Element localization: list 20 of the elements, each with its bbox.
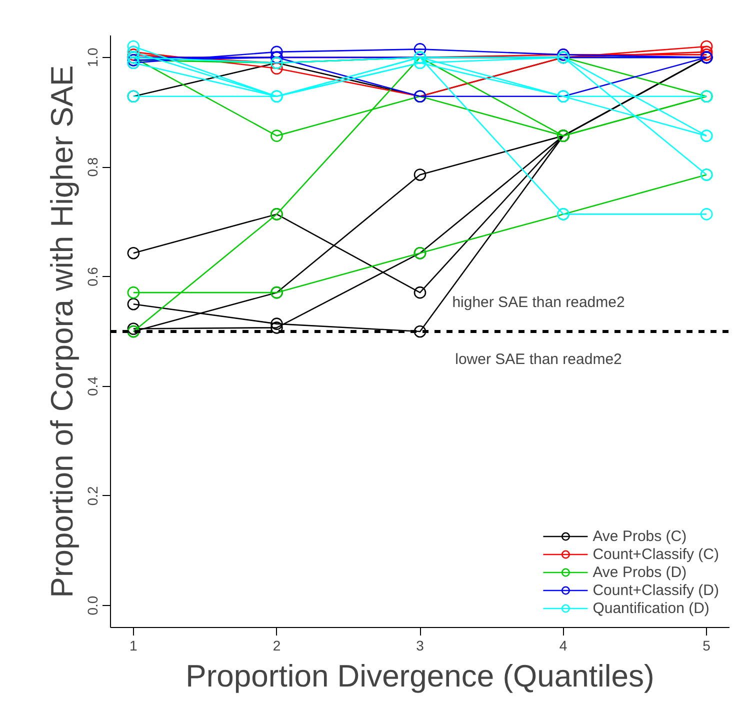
annotation: lower SAE than readme2 xyxy=(455,351,622,368)
y-axis-title: Proportion of Corpora with Higher SAE xyxy=(44,65,80,598)
annotation: higher SAE than readme2 xyxy=(452,294,625,311)
y-tick-label: 0.2 xyxy=(84,486,100,506)
legend-label: Ave Probs (C) xyxy=(592,527,687,545)
legend-label: Count+Classify (D) xyxy=(592,581,719,599)
x-tick-label: 3 xyxy=(416,638,424,654)
y-tick-label: 0.0 xyxy=(84,596,100,616)
x-tick-label: 4 xyxy=(559,638,568,654)
legend-label: Count+Classify (C) xyxy=(592,545,719,563)
x-tick-label: 5 xyxy=(702,638,711,654)
x-tick-label: 1 xyxy=(130,638,138,654)
legend-label: Ave Probs (D) xyxy=(592,563,687,581)
y-tick-label: 1.0 xyxy=(84,47,100,68)
x-tick-label: 2 xyxy=(272,638,281,654)
legend-label: Quantification (D) xyxy=(592,599,710,617)
y-tick-label: 0.6 xyxy=(84,266,100,286)
y-tick-label: 0.4 xyxy=(84,376,100,396)
x-axis-title: Proportion Divergence (Quantiles) xyxy=(186,658,654,694)
y-tick-label: 0.8 xyxy=(84,157,100,177)
